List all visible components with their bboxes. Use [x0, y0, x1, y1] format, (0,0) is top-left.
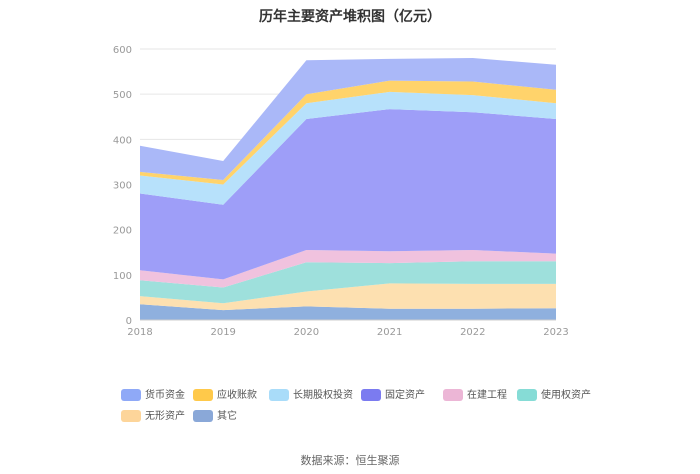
legend-label: 其它 — [217, 411, 237, 422]
y-tick-label: 0 — [126, 316, 132, 327]
y-tick-label: 300 — [113, 181, 132, 192]
y-axis-ticks: 0 100 200 300 400 500 600 — [113, 45, 132, 327]
legend-label: 应收账款 — [217, 390, 257, 401]
x-tick-label: 2021 — [377, 327, 402, 338]
legend-swatch — [443, 389, 463, 401]
x-tick-label: 2023 — [543, 327, 568, 338]
x-tick-label: 2018 — [127, 327, 152, 338]
legend-item[interactable]: 无形资产 — [121, 410, 185, 424]
area-series-在建工程 — [140, 250, 556, 288]
y-tick-label: 400 — [113, 135, 132, 146]
legend-item[interactable]: 其它 — [193, 410, 237, 424]
area-series-固定资产 — [140, 109, 556, 280]
data-source: 数据来源：恒生聚源 — [300, 454, 400, 467]
x-axis-ticks: 2018 2019 2020 2021 2022 2023 — [127, 327, 568, 338]
area-series-其它 — [140, 304, 556, 320]
legend-label: 长期股权投资 — [293, 390, 353, 401]
y-tick-label: 200 — [113, 226, 132, 237]
y-tick-label: 100 — [113, 271, 132, 282]
legend-item[interactable]: 在建工程 — [443, 389, 507, 403]
legend-swatch — [193, 410, 213, 422]
legend-label: 使用权资产 — [541, 390, 591, 401]
legend-swatch — [361, 389, 381, 401]
x-tick-label: 2019 — [210, 327, 235, 338]
legend-item[interactable]: 货币资金 — [121, 389, 185, 403]
y-tick-label: 500 — [113, 90, 132, 101]
area-series-使用权资产 — [140, 261, 556, 304]
legend-label: 无形资产 — [145, 411, 185, 422]
area-series-layer — [140, 58, 556, 320]
legend-label: 货币资金 — [145, 390, 185, 401]
legend-swatch — [517, 389, 537, 401]
legend-swatch — [121, 389, 141, 401]
legend-item[interactable]: 固定资产 — [361, 389, 425, 403]
legend-label: 固定资产 — [385, 390, 425, 401]
legend-swatch — [193, 389, 213, 401]
x-tick-label: 2020 — [294, 327, 319, 338]
x-tick-label: 2022 — [460, 327, 485, 338]
chart-title: 历年主要资产堆积图（亿元） — [259, 9, 441, 25]
legend-label: 在建工程 — [467, 390, 507, 401]
legend-swatch — [269, 389, 289, 401]
legend-item[interactable]: 使用权资产 — [517, 389, 591, 403]
area-series-长期股权投资 — [140, 91, 556, 205]
legend-item[interactable]: 应收账款 — [193, 389, 257, 403]
area-series-应收账款 — [140, 80, 556, 185]
y-tick-label: 600 — [113, 45, 132, 56]
area-series-无形资产 — [140, 283, 556, 311]
legend-item[interactable]: 长期股权投资 — [269, 389, 353, 403]
legend-swatch — [121, 410, 141, 422]
area-series-货币资金 — [140, 58, 556, 180]
